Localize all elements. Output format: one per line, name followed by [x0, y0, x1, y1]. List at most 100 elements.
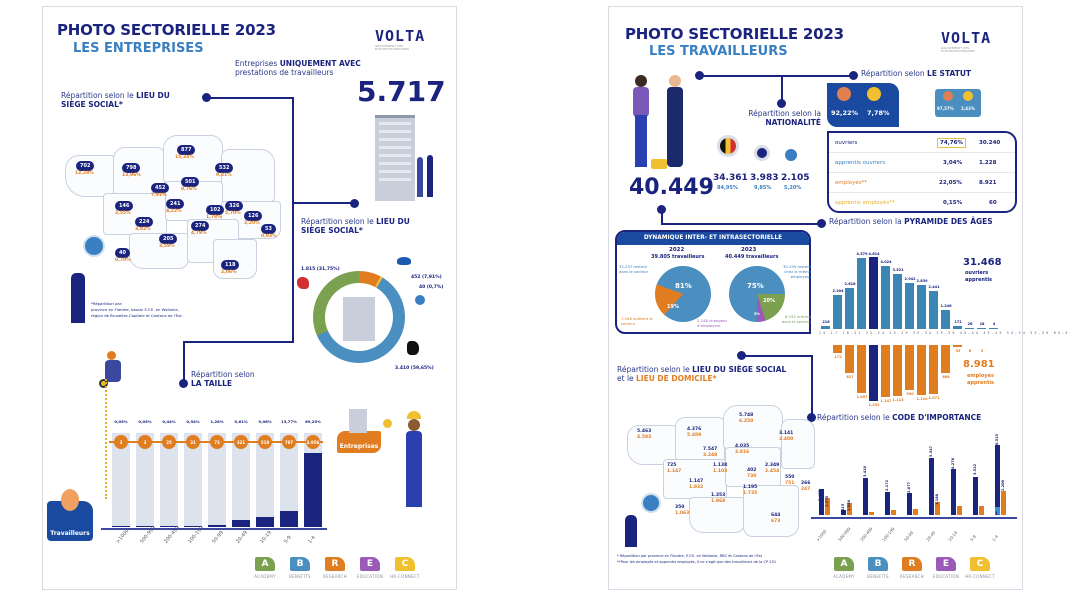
- map-footnote: *Répartition par: province en Flandre, b…: [91, 301, 183, 318]
- map-region: [103, 193, 167, 235]
- legend-academy: A ACADEMY: [254, 557, 276, 579]
- connector-dot: [350, 199, 359, 208]
- globe-icon: [415, 295, 425, 305]
- men-pct: 92,22%: [831, 109, 859, 117]
- region-count: 501: [181, 177, 200, 187]
- globe-icon: [641, 493, 661, 513]
- region-count: 126: [244, 211, 263, 221]
- bar-pct: 0,54%: [186, 419, 200, 424]
- building-illustration: [375, 115, 415, 201]
- bar-count: 3: [138, 435, 152, 449]
- x-label: 500-999: [837, 526, 852, 543]
- region-pct: 2,06%: [221, 270, 237, 275]
- map-region: [675, 417, 725, 461]
- region-value: 1.353 1.968: [711, 493, 726, 504]
- volta-logo: VOLTA: [375, 27, 426, 45]
- region-count: 241: [166, 199, 185, 209]
- size-heading: Répartition selon LA TAILLE: [191, 370, 255, 388]
- region-count: 146: [115, 201, 134, 211]
- region-value: 550 751: [785, 475, 795, 486]
- employees-total: 8.981: [963, 359, 995, 370]
- lightbulb-icon: [383, 419, 392, 428]
- legend-benefits: B BENEFITS: [289, 557, 311, 579]
- connector-dot: [202, 93, 211, 102]
- connector-dot: [737, 351, 746, 360]
- globe-icon: [83, 235, 105, 257]
- donut-label-flandre: 3.410 (59,65%): [395, 366, 434, 371]
- map-region: [725, 447, 781, 487]
- bar-pct: 9,06%: [258, 419, 272, 424]
- connector-line: [701, 75, 853, 77]
- page-subtitle: LES ENTREPRISES: [73, 41, 204, 56]
- bar-pct: 13,77%: [281, 419, 297, 424]
- women-pct: 7,78%: [867, 109, 890, 117]
- legend-education: E EDUCATION: [356, 557, 384, 579]
- bar-count: 31: [186, 435, 200, 449]
- region-pct: 1,78%: [206, 215, 222, 220]
- connector-dot: [849, 71, 858, 80]
- age-axis-labels: 15-17 18-21 22-24 25-29 30-34 35-39 40-4…: [819, 331, 1067, 335]
- importance-axis: [811, 517, 1017, 519]
- region-value: 350 1.063: [675, 505, 690, 516]
- legend-hr-connect: C HR-CONNECT: [390, 557, 420, 579]
- status-row: apprentis ouvriers 3,04% 1.228: [829, 153, 1015, 173]
- region-count: 877: [177, 145, 196, 155]
- connector-line: [183, 341, 294, 343]
- map-region: [663, 459, 727, 499]
- region-count: 452: [151, 183, 170, 193]
- bar-count: 321: [234, 435, 248, 449]
- bar-pct: 0,44%: [162, 419, 176, 424]
- pyramid-heading: Répartition selon la PYRAMIDE DES ÂGES: [829, 217, 993, 226]
- status-row: ouvriers 74,76% 30.240: [829, 133, 1015, 153]
- region-pct: 3,92%: [135, 227, 151, 232]
- region-value: 266 247: [801, 481, 811, 492]
- workers-badge: Travailleurs: [47, 489, 93, 541]
- logo-tagline: GROUPEMENT DES ELECTROTECHNICIENS: [375, 44, 410, 51]
- workers-total-label: ouvriers apprentis: [965, 270, 993, 283]
- donut-label-bruxelles: 452 (7,91%): [411, 275, 442, 280]
- importance-heading: Répartition selon le CODE D'IMPORTANCE: [817, 413, 982, 422]
- x-label: 100-199: [881, 526, 896, 543]
- connector-dot: [179, 379, 188, 388]
- connector-line: [292, 202, 294, 342]
- connector-line: [811, 355, 813, 417]
- x-label: 50-99: [903, 530, 915, 543]
- region-count: 53: [261, 224, 276, 234]
- bar-count: 787: [282, 435, 296, 449]
- electrician-illustration: [401, 411, 429, 511]
- only-services-value: 5.717: [357, 75, 446, 108]
- region-value: 725 1.147: [667, 463, 682, 474]
- map-region: [743, 485, 799, 537]
- bar-count: 3: [114, 435, 128, 449]
- status-row: employés** 22,05% 8.921: [829, 173, 1015, 193]
- importance-bar-chart: 2.407 1.570 415 1.084 3.410 2.172 2.077 …: [811, 431, 1015, 515]
- map-heading: Répartition selon le LIEU DU SIÈGE SOCIA…: [617, 365, 787, 383]
- size-bar-chart: 0,05% 0,05% 0,44% 0,54% 1,28% 5,61% 9,06…: [101, 419, 327, 530]
- dynamics-title: DYNAMIQUE INTER- ET INTRASECTORIELLE: [617, 232, 809, 245]
- gender-box-apprentices: 97,57% 2,43%: [935, 89, 981, 117]
- bar-count: 73: [210, 435, 224, 449]
- age-pyramid-chart: 218 2.204 2.618 4.579 4.614 4.024 3.521 …: [819, 252, 1067, 407]
- worker-with-tape-illustration: [99, 351, 129, 403]
- page-title: PHOTO SECTORIELLE 2023: [625, 25, 844, 43]
- region-count: 40: [115, 248, 130, 258]
- region-count: 798: [122, 163, 141, 173]
- region-pct: 5,70%: [225, 211, 241, 216]
- donut-heading: Répartition selon le LIEU DU SIÈGE SOCIA…: [301, 217, 410, 235]
- x-label: 20-49: [925, 530, 937, 543]
- region-value: 4.376 5.489: [687, 427, 702, 438]
- region-count: 205: [159, 234, 178, 244]
- legend-education: E EDUCATION: [932, 557, 960, 579]
- employees-total-label: employés apprentis: [967, 373, 995, 386]
- x-label: 1-4: [991, 533, 1000, 543]
- region-pct: 0,70%: [115, 258, 131, 263]
- x-label: 20-49: [235, 529, 249, 545]
- gender-box-workers: 92,22% 7,78%: [827, 83, 899, 127]
- nationality-pct: 9,85%: [754, 185, 772, 191]
- page-title: PHOTO SECTORIELLE 2023: [57, 21, 276, 39]
- companies-badge: Entreprises: [337, 431, 381, 453]
- dynamics-panel: DYNAMIQUE INTER- ET INTRASECTORIELLE 202…: [615, 230, 811, 334]
- region-pct: 3,59%: [159, 244, 175, 249]
- legend-benefits: B BENEFITS: [867, 557, 889, 579]
- region-pct: 0,93%: [261, 234, 277, 239]
